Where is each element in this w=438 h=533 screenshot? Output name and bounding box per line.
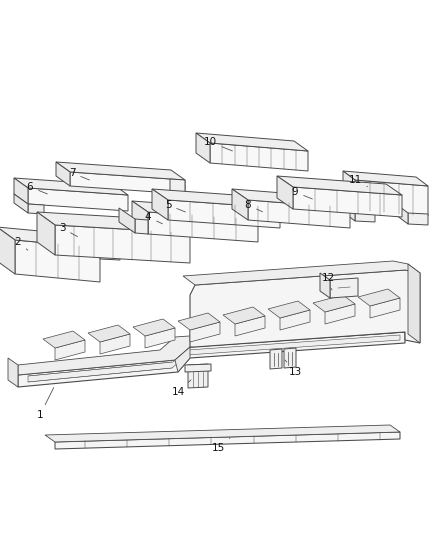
Polygon shape [196, 133, 210, 163]
Polygon shape [133, 319, 175, 336]
Polygon shape [88, 325, 130, 342]
Text: 9: 9 [292, 187, 312, 199]
Polygon shape [188, 364, 208, 388]
Polygon shape [28, 204, 44, 214]
Polygon shape [185, 364, 211, 372]
Polygon shape [55, 225, 190, 263]
Polygon shape [28, 335, 400, 382]
Polygon shape [232, 189, 350, 208]
Polygon shape [43, 331, 85, 348]
Polygon shape [325, 304, 355, 324]
Text: 6: 6 [27, 182, 47, 194]
Polygon shape [100, 248, 120, 260]
Text: 5: 5 [165, 200, 185, 212]
Polygon shape [396, 204, 408, 224]
Polygon shape [14, 178, 28, 204]
Polygon shape [355, 210, 375, 222]
Polygon shape [100, 334, 130, 354]
Polygon shape [170, 179, 185, 194]
Polygon shape [232, 189, 248, 220]
Polygon shape [55, 340, 85, 360]
Polygon shape [14, 178, 128, 195]
Polygon shape [190, 270, 420, 347]
Polygon shape [178, 313, 220, 330]
Polygon shape [175, 347, 190, 372]
Polygon shape [196, 133, 308, 151]
Polygon shape [370, 298, 400, 318]
Polygon shape [408, 213, 428, 225]
Polygon shape [183, 261, 420, 285]
Text: 3: 3 [59, 223, 78, 237]
Text: 2: 2 [15, 237, 28, 250]
Text: 10: 10 [203, 137, 233, 151]
Polygon shape [190, 322, 220, 342]
Polygon shape [408, 264, 420, 343]
Polygon shape [37, 212, 55, 255]
Polygon shape [56, 162, 185, 180]
Polygon shape [18, 332, 405, 387]
Polygon shape [270, 349, 282, 369]
Polygon shape [37, 212, 190, 233]
Text: 1: 1 [37, 387, 54, 420]
Polygon shape [28, 188, 128, 211]
Text: 13: 13 [285, 360, 302, 377]
Polygon shape [343, 171, 428, 186]
Polygon shape [18, 322, 405, 375]
Polygon shape [235, 316, 265, 336]
Polygon shape [82, 235, 102, 249]
Polygon shape [70, 172, 185, 194]
Polygon shape [132, 201, 148, 234]
Polygon shape [132, 201, 258, 220]
Polygon shape [210, 143, 308, 171]
Polygon shape [148, 212, 258, 242]
Polygon shape [293, 187, 402, 217]
Polygon shape [135, 219, 148, 234]
Polygon shape [355, 180, 428, 216]
Polygon shape [248, 200, 350, 228]
Polygon shape [358, 289, 400, 306]
Polygon shape [152, 189, 280, 208]
Polygon shape [320, 273, 330, 298]
Polygon shape [56, 162, 70, 186]
Polygon shape [0, 227, 15, 274]
Polygon shape [15, 240, 100, 282]
Polygon shape [45, 425, 400, 442]
Text: 15: 15 [212, 438, 230, 453]
Polygon shape [223, 307, 265, 324]
Polygon shape [313, 295, 355, 312]
Polygon shape [280, 310, 310, 330]
Polygon shape [152, 189, 168, 220]
Text: 8: 8 [245, 200, 262, 212]
Polygon shape [119, 208, 135, 233]
Polygon shape [168, 200, 280, 228]
Text: 11: 11 [348, 175, 367, 187]
Polygon shape [14, 194, 28, 213]
Polygon shape [343, 171, 355, 210]
Polygon shape [8, 358, 18, 387]
Text: 14: 14 [171, 380, 191, 397]
Text: 4: 4 [145, 212, 162, 224]
Text: 7: 7 [69, 168, 89, 180]
Polygon shape [0, 227, 100, 248]
Polygon shape [343, 201, 355, 221]
Polygon shape [268, 301, 310, 318]
Text: 12: 12 [321, 273, 335, 290]
Polygon shape [330, 278, 358, 298]
Polygon shape [277, 176, 293, 209]
Polygon shape [284, 348, 296, 368]
Polygon shape [145, 328, 175, 348]
Polygon shape [55, 432, 400, 449]
Polygon shape [277, 176, 402, 195]
